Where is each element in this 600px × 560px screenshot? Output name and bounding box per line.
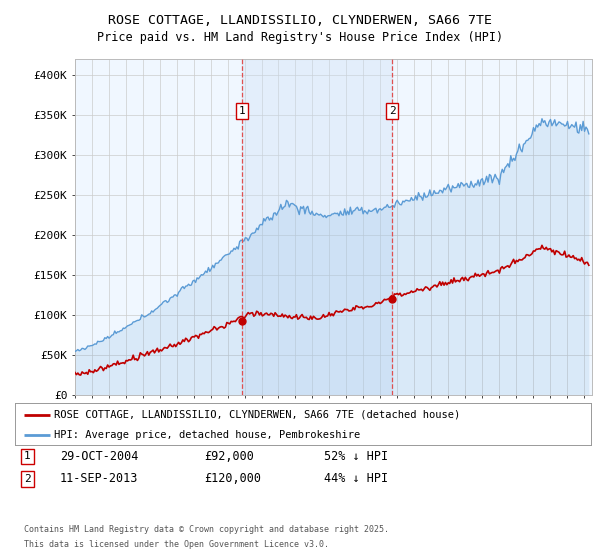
Text: HPI: Average price, detached house, Pembrokeshire: HPI: Average price, detached house, Pemb… [54, 430, 361, 440]
Text: This data is licensed under the Open Government Licence v3.0.: This data is licensed under the Open Gov… [24, 540, 329, 549]
Text: £120,000: £120,000 [204, 472, 261, 486]
Text: ROSE COTTAGE, LLANDISSILIO, CLYNDERWEN, SA66 7TE: ROSE COTTAGE, LLANDISSILIO, CLYNDERWEN, … [108, 14, 492, 27]
Text: 2: 2 [24, 474, 31, 484]
Text: £92,000: £92,000 [204, 450, 254, 463]
Text: 2: 2 [389, 106, 395, 116]
Text: 1: 1 [24, 451, 31, 461]
Text: 52% ↓ HPI: 52% ↓ HPI [324, 450, 388, 463]
Text: Price paid vs. HM Land Registry's House Price Index (HPI): Price paid vs. HM Land Registry's House … [97, 31, 503, 44]
Text: Contains HM Land Registry data © Crown copyright and database right 2025.: Contains HM Land Registry data © Crown c… [24, 525, 389, 534]
Text: 44% ↓ HPI: 44% ↓ HPI [324, 472, 388, 486]
Text: 1: 1 [238, 106, 245, 116]
Text: 29-OCT-2004: 29-OCT-2004 [60, 450, 139, 463]
Bar [242, 59, 392, 395]
Text: 11-SEP-2013: 11-SEP-2013 [60, 472, 139, 486]
Text: ROSE COTTAGE, LLANDISSILIO, CLYNDERWEN, SA66 7TE (detached house): ROSE COTTAGE, LLANDISSILIO, CLYNDERWEN, … [54, 410, 460, 420]
